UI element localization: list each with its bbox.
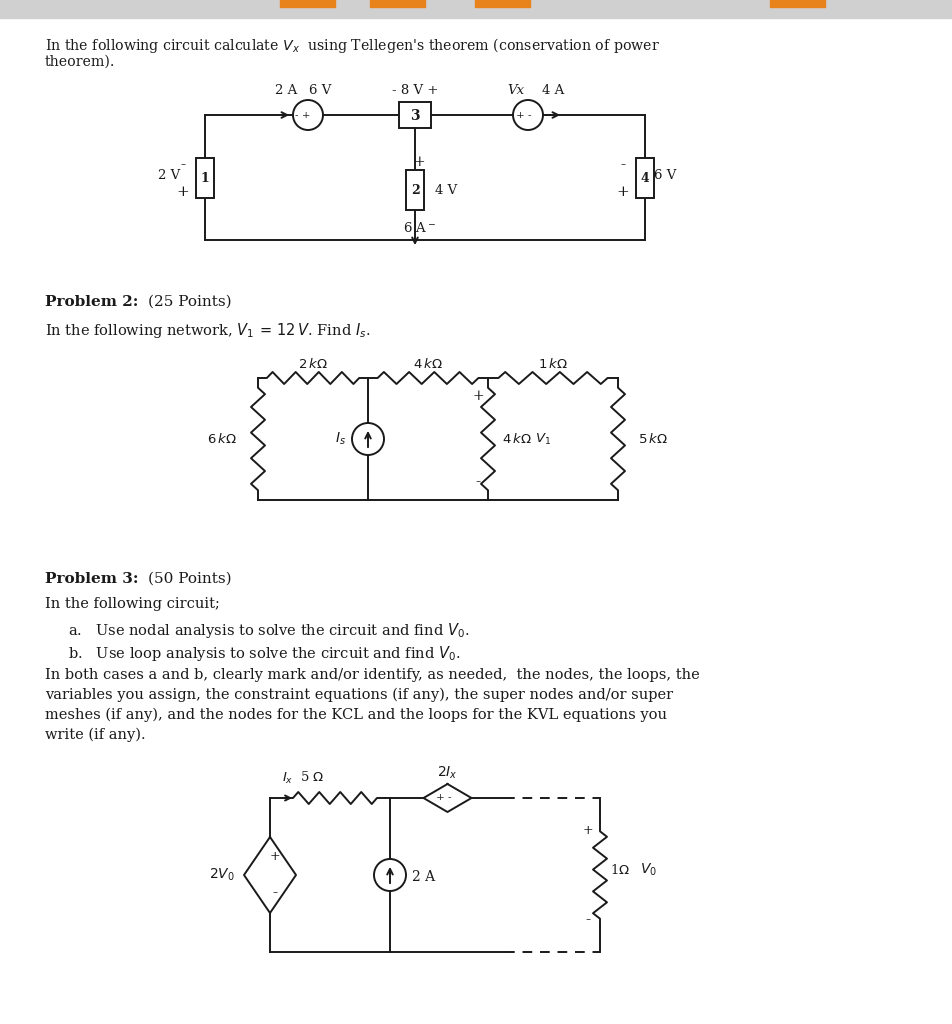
Text: 4 V: 4 V	[435, 184, 457, 197]
Text: - 8 V +: - 8 V +	[392, 85, 438, 97]
Text: In the following network, $V_1\,{=}\,12\,V$. Find $I_s$.: In the following network, $V_1\,{=}\,12\…	[45, 321, 370, 340]
Text: 3: 3	[410, 109, 420, 123]
Text: $I_x$  5 $\Omega$: $I_x$ 5 $\Omega$	[282, 770, 325, 786]
Text: -: -	[272, 886, 278, 900]
Text: +: +	[617, 184, 629, 199]
Text: 6 V: 6 V	[308, 85, 331, 97]
Text: 4: 4	[641, 172, 649, 185]
Text: $2V_0$: $2V_0$	[209, 866, 235, 883]
Text: +: +	[177, 184, 189, 199]
Text: (50 Points): (50 Points)	[148, 572, 231, 586]
Text: 1: 1	[201, 172, 209, 185]
Text: -: -	[621, 159, 625, 172]
Text: b.   Use loop analysis to solve the circuit and find $V_0$.: b. Use loop analysis to solve the circui…	[68, 644, 461, 663]
Text: 2 A: 2 A	[412, 870, 435, 884]
Text: - +: - +	[295, 112, 310, 121]
Text: Problem 3:: Problem 3:	[45, 572, 138, 586]
Text: +: +	[472, 389, 484, 403]
Text: $4\,k\Omega$: $4\,k\Omega$	[502, 432, 532, 446]
Text: $V_1$: $V_1$	[535, 431, 551, 446]
Text: In the following circuit calculate $V_x$  using Tellegen's theorem (conservation: In the following circuit calculate $V_x$…	[45, 36, 660, 55]
Text: 2 V: 2 V	[158, 169, 180, 182]
Text: 2: 2	[410, 184, 420, 197]
Text: +: +	[583, 823, 593, 837]
Text: $2I_x$: $2I_x$	[437, 765, 458, 781]
Bar	[370, 0, 425, 7]
Text: Vx: Vx	[507, 85, 525, 97]
Text: $4\,k\Omega$: $4\,k\Omega$	[413, 357, 443, 371]
Bar	[636, 158, 654, 198]
Text: +: +	[413, 155, 425, 169]
Text: variables you assign, the constraint equations (if any), the super nodes and/or : variables you assign, the constraint equ…	[45, 688, 673, 702]
Text: write (if any).: write (if any).	[45, 728, 146, 742]
Bar	[770, 0, 825, 7]
Text: -: -	[585, 913, 590, 927]
Text: 6 V: 6 V	[654, 169, 676, 182]
Bar	[0, 0, 952, 18]
Text: 2 A: 2 A	[275, 85, 297, 97]
Text: 4 A: 4 A	[542, 85, 565, 97]
Text: -: -	[475, 475, 481, 489]
Text: meshes (if any), and the nodes for the KCL and the loops for the KVL equations y: meshes (if any), and the nodes for the K…	[45, 708, 667, 722]
Text: -: -	[181, 159, 186, 172]
Bar	[280, 0, 335, 7]
Text: + -: + -	[516, 112, 532, 121]
Text: $6\,k\Omega$: $6\,k\Omega$	[208, 432, 237, 446]
Bar	[196, 158, 214, 198]
Text: 1$\Omega$: 1$\Omega$	[610, 863, 630, 877]
Bar	[406, 170, 424, 210]
Text: In the following circuit;: In the following circuit;	[45, 597, 220, 611]
Text: $2\,k\Omega$: $2\,k\Omega$	[298, 357, 327, 371]
Text: theorem).: theorem).	[45, 55, 115, 69]
Text: In both cases a and b, clearly mark and/or identify, as needed,  the nodes, the : In both cases a and b, clearly mark and/…	[45, 668, 700, 682]
Bar	[399, 102, 431, 128]
Text: $5\,k\Omega$: $5\,k\Omega$	[638, 432, 668, 446]
Text: $V_0$: $V_0$	[640, 862, 657, 879]
Text: + -: + -	[436, 793, 451, 802]
Text: 6 A$^-$: 6 A$^-$	[403, 221, 435, 234]
Text: Problem 2:: Problem 2:	[45, 295, 138, 309]
Text: $1\,k\Omega$: $1\,k\Omega$	[538, 357, 568, 371]
Text: $I_s$: $I_s$	[334, 431, 346, 447]
Text: a.   Use nodal analysis to solve the circuit and find $V_0$.: a. Use nodal analysis to solve the circu…	[68, 621, 469, 640]
Text: (25 Points): (25 Points)	[148, 295, 231, 309]
Bar	[475, 0, 530, 7]
Text: +: +	[269, 851, 280, 863]
